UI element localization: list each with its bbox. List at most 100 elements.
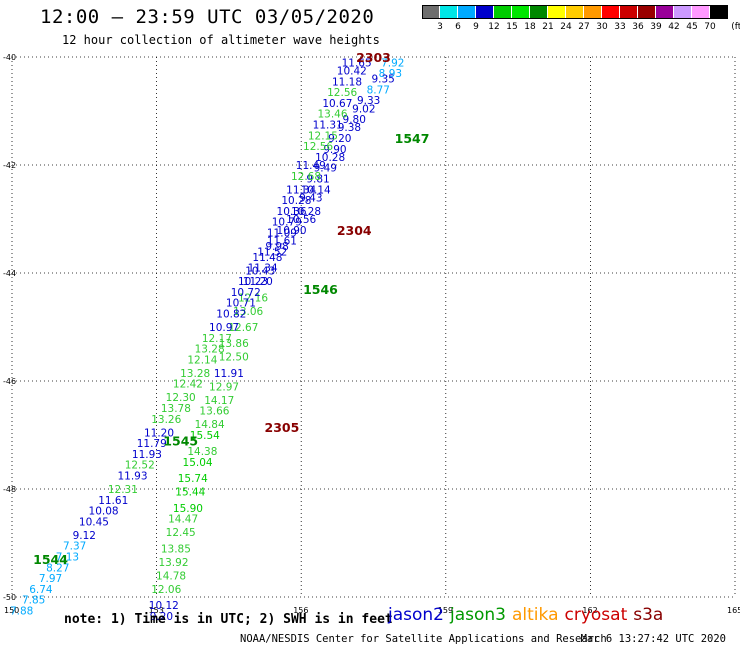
wave-height-point: 11.20 [243, 276, 273, 288]
wave-height-point: 10.28 [281, 195, 311, 207]
wave-height-point: 12.42 [173, 379, 203, 391]
wave-height-point: 11.49 [296, 160, 326, 172]
wave-height-point: 9.02 [352, 103, 375, 115]
wave-height-point: 12.17 [202, 333, 232, 345]
wave-height-point: 8.93 [379, 68, 402, 80]
wave-height-point: 8.77 [367, 84, 390, 96]
wave-height-point: 9.35 [371, 74, 394, 86]
color-scale-label: 70 [704, 22, 716, 32]
wave-height-point: 12.52 [125, 460, 155, 472]
wave-height-point: 14.17 [204, 395, 234, 407]
wave-height-point: 13.86 [219, 338, 249, 350]
wave-height-point: 11.93 [132, 449, 162, 461]
color-scale-label: 24 [560, 22, 572, 32]
color-scale-border [422, 5, 728, 19]
wave-height-point: 11.93 [117, 471, 147, 483]
color-swatch [710, 5, 727, 19]
wave-height-point: 12.97 [209, 381, 239, 393]
pass-time-label: 1546 [303, 282, 338, 297]
wave-height-point: 9.33 [357, 95, 380, 107]
legend-entry-cryosat: cryosat [564, 605, 628, 625]
color-scale-label: 3 [437, 22, 443, 32]
wave-height-point: 10.45 [79, 516, 109, 528]
pass-time-label: 1547 [395, 131, 430, 146]
wave-height-point: 13.06 [233, 306, 263, 318]
wave-height-point: 11.61 [267, 236, 297, 248]
wave-height-point: 10.56 [286, 214, 316, 226]
wave-height-point: 11.20 [144, 427, 174, 439]
color-scale-label: 12 [488, 22, 500, 32]
wave-height-point: 9.43 [299, 192, 322, 204]
color-scale-label: 27 [578, 22, 590, 32]
wave-height-point: 13.66 [199, 406, 229, 418]
color-scale-unit: (ft) [731, 22, 740, 32]
x-tick-label: 165 [727, 606, 740, 615]
wave-height-point: 11.65 [342, 57, 372, 69]
wave-height-point: 11.18 [332, 76, 362, 88]
wave-height-point: 12.16 [238, 292, 268, 304]
wave-height-point: 12.30 [166, 392, 196, 404]
color-swatch [584, 5, 601, 19]
wave-height-point: 11.52 [257, 246, 287, 258]
color-scale-label: 42 [668, 22, 680, 32]
chart-subtitle: 12 hour collection of altimeter wave hei… [62, 33, 380, 47]
wave-height-point: 10.28 [315, 152, 345, 164]
wave-height-point: 7.97 [39, 573, 62, 585]
wave-height-point: 11.91 [214, 368, 244, 380]
color-scale-label: 39 [650, 22, 662, 32]
wave-height-point: 11.34 [248, 263, 278, 275]
color-scale-label: 36 [632, 22, 644, 32]
color-swatch [692, 5, 709, 19]
wave-height-point: 9.90 [323, 144, 346, 156]
pass-time-label: 1545 [163, 433, 198, 448]
wave-height-point: 10.71 [226, 298, 256, 310]
wave-height-point: 10.79 [272, 217, 302, 229]
wave-height-point: 12.06 [151, 584, 181, 596]
wave-height-point: 15.54 [190, 430, 220, 442]
wave-height-point: 10.42 [337, 66, 367, 78]
wave-height-point: 14.78 [156, 570, 186, 582]
x-tick-label: 156 [293, 606, 308, 615]
y-tick-label: -44 [3, 269, 16, 278]
wave-height-point: 12.14 [187, 354, 217, 366]
wave-height-point: 10.67 [322, 98, 352, 110]
color-swatch [548, 5, 565, 19]
wave-height-point: 12.67 [228, 322, 258, 334]
wave-height-point: 11.79 [137, 438, 167, 450]
pass-time-label: 2305 [265, 420, 300, 435]
y-tick-label: -48 [3, 485, 16, 494]
wave-height-point: 15.74 [178, 473, 208, 485]
color-swatch [494, 5, 511, 19]
wave-height-point: 10.14 [301, 184, 331, 196]
x-tick-label: 162 [582, 606, 597, 615]
wave-height-point: 13.85 [161, 543, 191, 555]
pass-time-label: 1544 [33, 552, 68, 567]
wave-height-point: 10.23 [238, 276, 268, 288]
color-scale-label: 45 [686, 22, 698, 32]
wave-height-point: 12.56 [303, 141, 333, 153]
color-scale-label: 9 [473, 22, 479, 32]
color-swatch [566, 5, 583, 19]
wave-height-point: 6.74 [29, 584, 53, 596]
legend-entry-jason2: jason2 [388, 605, 444, 625]
wave-height-point: 15.04 [183, 457, 213, 469]
wave-height-point: 9.20 [150, 611, 173, 623]
color-scale-label: 33 [614, 22, 626, 32]
pass-time-label: 2304 [337, 223, 372, 238]
wave-height-point: 11.61 [98, 495, 128, 507]
wave-height-point: 10.12 [149, 600, 179, 612]
color-swatch [620, 5, 637, 19]
color-swatch [512, 5, 529, 19]
legend-entry-jason3: jason3 [450, 605, 506, 625]
color-scale-label: 6 [455, 22, 461, 32]
wave-height-point: 7.88 [10, 606, 33, 618]
wave-height-point: 12.45 [166, 527, 196, 539]
wave-height-point: 13.26 [151, 414, 181, 426]
wave-height-point: 15.90 [173, 503, 203, 515]
wave-height-point: 11.34 [286, 184, 316, 196]
color-scale-label: 30 [596, 22, 608, 32]
wave-height-point: 14.38 [187, 446, 217, 458]
wave-height-point: 10.28 [291, 206, 321, 218]
wave-height-point: 9.20 [328, 133, 351, 145]
